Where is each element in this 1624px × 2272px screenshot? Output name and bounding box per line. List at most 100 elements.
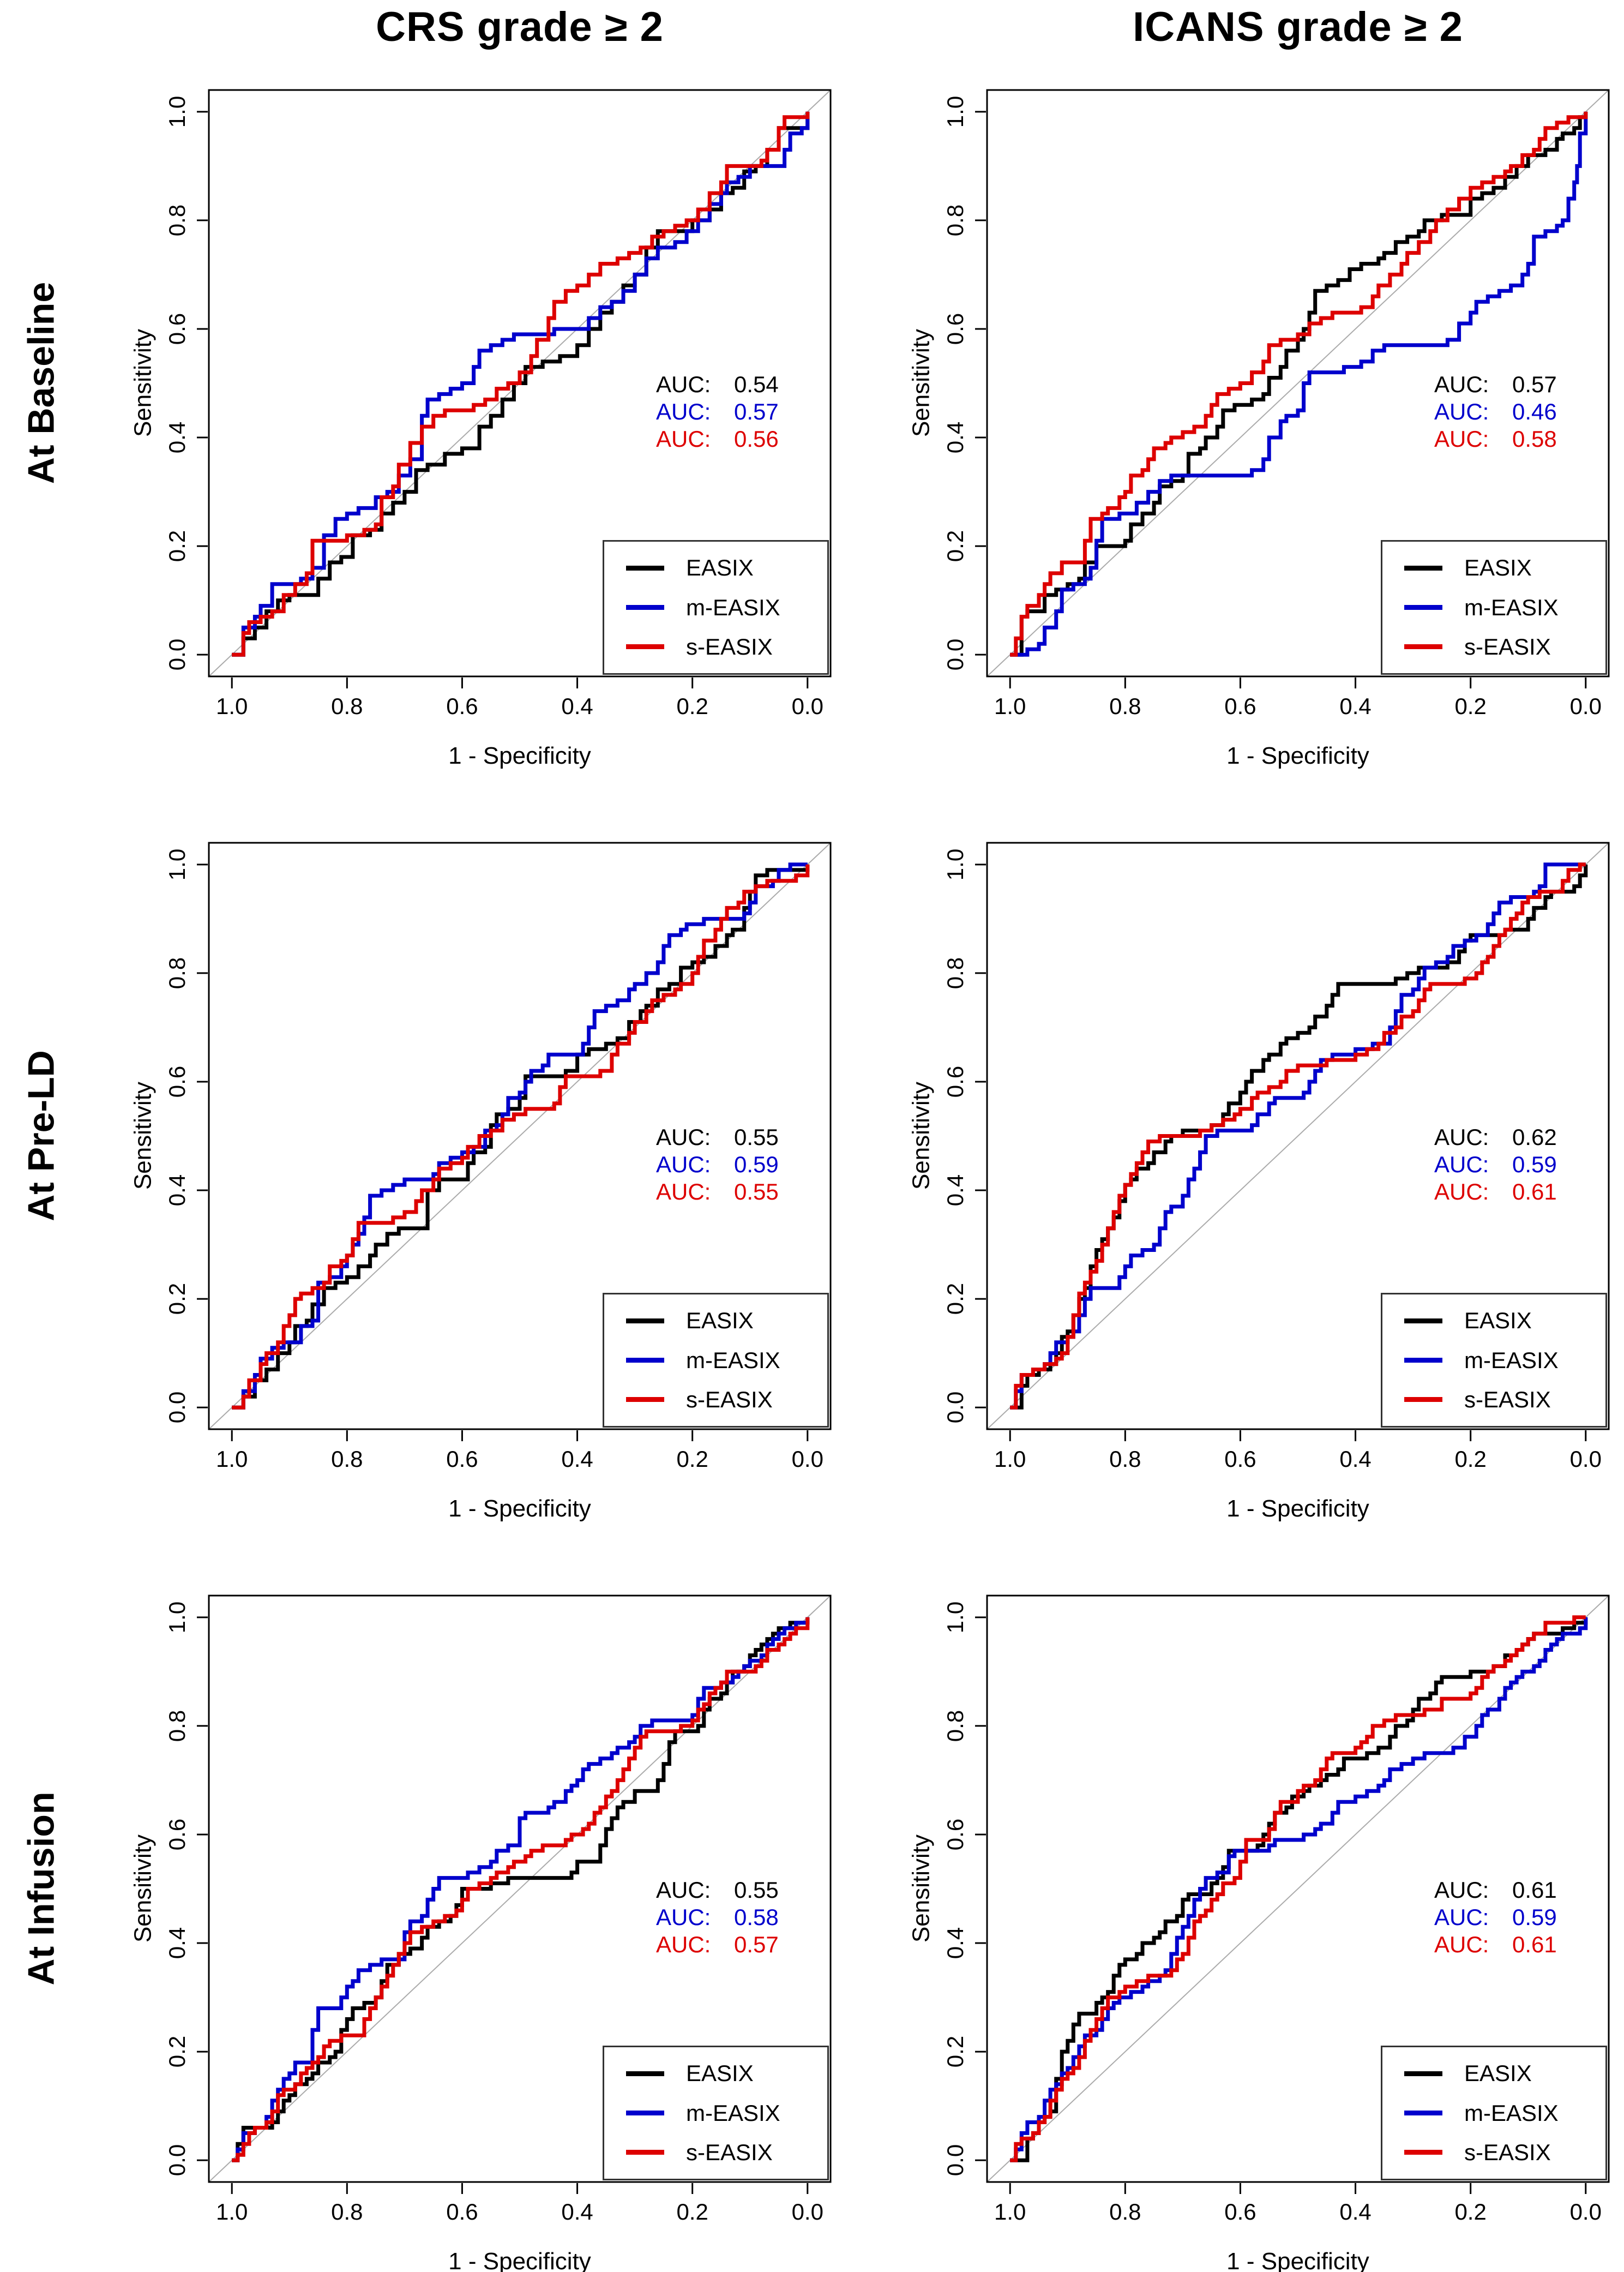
auc-value: 0.56 bbox=[734, 426, 779, 452]
auc-label: AUC: bbox=[656, 1932, 711, 1957]
auc-row-easix: AUC: 0.62 bbox=[1434, 1124, 1557, 1151]
auc-value: 0.55 bbox=[734, 1179, 779, 1204]
legend-item-label: m-EASIX bbox=[686, 2100, 780, 2126]
roc-curve-easix bbox=[232, 111, 810, 657]
legend-line-sample bbox=[626, 2150, 664, 2155]
x-tick-label: 0.2 bbox=[676, 1446, 708, 1472]
panel-baseline-icans: 1.0 0.0 0.8 0.2 0.6 0.4 0.4 0.6 0.2 0.8 0.0 1.0 1 - … bbox=[908, 89, 1610, 769]
x-tick-label: 1.0 bbox=[994, 693, 1026, 719]
panel-baseline-crs: 1.0 0.0 0.8 0.2 0.6 0.4 0.4 0.6 0.2 0.8 0.0 1.0 1 - … bbox=[130, 89, 832, 769]
legend: EASIX m-EASIX s-EASIX bbox=[1381, 2046, 1607, 2180]
legend-line-sample bbox=[1404, 1358, 1442, 1363]
legend-line-sample bbox=[1404, 644, 1442, 650]
legend-line-sample bbox=[1404, 1397, 1442, 1402]
x-tick-label: 0.2 bbox=[676, 693, 708, 719]
x-tick-label: 0.8 bbox=[1109, 1446, 1141, 1472]
legend-line-sample bbox=[1404, 605, 1442, 610]
auc-row-s-easix: AUC: 0.57 bbox=[656, 1931, 779, 1958]
legend-item-m-easix: m-EASIX bbox=[1404, 1347, 1605, 1374]
panel-infusion-icans: 1.0 0.0 0.8 0.2 0.6 0.4 0.4 0.6 0.2 0.8 0.0 1.0 1 - … bbox=[908, 1594, 1610, 2272]
legend-item-label: s-EASIX bbox=[1464, 633, 1551, 660]
auc-value: 0.59 bbox=[734, 1152, 779, 1177]
y-axis-label: Sensitivity bbox=[129, 1081, 157, 1190]
auc-annotations: AUC: 0.54 AUC: 0.57 AUC: 0.56 bbox=[656, 371, 779, 453]
y-tick-label: 0.8 bbox=[164, 957, 190, 990]
legend-line-sample bbox=[626, 1397, 664, 1402]
y-tick-label: 0.6 bbox=[942, 1065, 968, 1098]
row-label-preld: At Pre-LD bbox=[20, 1050, 62, 1221]
roc-plot-infusion-crs bbox=[197, 1594, 832, 2194]
legend-line-sample bbox=[626, 2071, 664, 2076]
legend-line-sample bbox=[1404, 565, 1442, 571]
y-tick-label: 1.0 bbox=[942, 1601, 968, 1634]
legend-item-easix: EASIX bbox=[626, 1308, 827, 1334]
auc-value: 0.55 bbox=[734, 1877, 779, 1903]
auc-row-m-easix: AUC: 0.46 bbox=[1434, 398, 1557, 425]
x-tick-label: 0.4 bbox=[561, 1446, 593, 1472]
plot-box bbox=[986, 1594, 1610, 2183]
legend-item-label: m-EASIX bbox=[686, 1347, 780, 1373]
legend-item-label: s-EASIX bbox=[686, 2139, 773, 2165]
auc-label: AUC: bbox=[1434, 399, 1489, 424]
y-tick-label: 0.6 bbox=[164, 1065, 190, 1098]
auc-value: 0.58 bbox=[734, 1904, 779, 1930]
panel-preld-icans: 1.0 0.0 0.8 0.2 0.6 0.4 0.4 0.6 0.2 0.8 0.0 1.0 1 - … bbox=[908, 842, 1610, 1522]
legend-item-label: EASIX bbox=[686, 1308, 754, 1334]
y-tick-label: 0.8 bbox=[164, 204, 190, 237]
y-axis-label: Sensitivity bbox=[907, 328, 935, 437]
y-tick-label: 0.8 bbox=[164, 1710, 190, 1742]
y-axis-label: Sensitivity bbox=[129, 328, 157, 437]
x-tick-label: 0.0 bbox=[1569, 1446, 1602, 1472]
legend-item-easix: EASIX bbox=[1404, 555, 1605, 581]
x-tick-label: 0.4 bbox=[1339, 1446, 1372, 1472]
x-tick-label: 0.8 bbox=[331, 693, 363, 719]
legend-item-s-easix: s-EASIX bbox=[626, 1387, 827, 1413]
diagonal-reference-line bbox=[987, 842, 1609, 1430]
x-axis-label: 1 - Specificity bbox=[1226, 1495, 1369, 1522]
legend-item-label: m-EASIX bbox=[1464, 2100, 1559, 2126]
roc-curve-s-easix bbox=[232, 864, 810, 1410]
auc-value: 0.46 bbox=[1512, 399, 1557, 424]
auc-label: AUC: bbox=[656, 1179, 711, 1204]
auc-row-easix: AUC: 0.61 bbox=[1434, 1877, 1557, 1904]
legend-line-sample bbox=[1404, 2150, 1442, 2155]
x-tick-label: 0.0 bbox=[791, 1446, 823, 1472]
auc-label: AUC: bbox=[656, 1877, 711, 1903]
auc-label: AUC: bbox=[1434, 1877, 1489, 1903]
auc-row-m-easix: AUC: 0.57 bbox=[656, 398, 779, 425]
auc-value: 0.55 bbox=[734, 1124, 779, 1150]
roc-plot-preld-icans bbox=[975, 842, 1610, 1441]
legend-line-sample bbox=[626, 1318, 664, 1323]
auc-value: 0.59 bbox=[1512, 1904, 1557, 1930]
auc-row-easix: AUC: 0.55 bbox=[656, 1877, 779, 1904]
legend-item-easix: EASIX bbox=[1404, 1308, 1605, 1334]
legend: EASIX m-EASIX s-EASIX bbox=[1381, 1293, 1607, 1428]
legend-item-label: s-EASIX bbox=[1464, 1386, 1551, 1412]
panel-infusion-crs: 1.0 0.0 0.8 0.2 0.6 0.4 0.4 0.6 0.2 0.8 0.0 1.0 1 - … bbox=[130, 1594, 832, 2272]
auc-label: AUC: bbox=[656, 399, 711, 424]
x-tick-label: 1.0 bbox=[994, 2199, 1026, 2225]
legend: EASIX m-EASIX s-EASIX bbox=[603, 1293, 829, 1428]
legend-item-m-easix: m-EASIX bbox=[1404, 2100, 1605, 2126]
plot-box bbox=[986, 89, 1610, 678]
roc-curve-s-easix bbox=[1010, 862, 1586, 1410]
x-tick-label: 0.4 bbox=[1339, 2199, 1372, 2225]
roc-curve-easix bbox=[1010, 111, 1588, 657]
auc-annotations: AUC: 0.62 AUC: 0.59 AUC: 0.61 bbox=[1434, 1124, 1557, 1206]
x-axis-label: 1 - Specificity bbox=[448, 742, 591, 769]
y-tick-label: 0.2 bbox=[164, 2035, 190, 2068]
auc-label: AUC: bbox=[1434, 1124, 1489, 1150]
auc-row-easix: AUC: 0.55 bbox=[656, 1124, 779, 1151]
legend-item-s-easix: s-EASIX bbox=[1404, 1387, 1605, 1413]
roc-plot-baseline-icans bbox=[975, 89, 1610, 688]
legend-item-label: s-EASIX bbox=[1464, 2139, 1551, 2165]
x-tick-label: 0.4 bbox=[561, 2199, 593, 2225]
roc-plot-infusion-icans bbox=[975, 1594, 1610, 2194]
x-tick-label: 0.2 bbox=[676, 2199, 708, 2225]
x-tick-label: 1.0 bbox=[216, 693, 248, 719]
legend-line-sample bbox=[626, 1358, 664, 1363]
auc-label: AUC: bbox=[656, 1904, 711, 1930]
y-tick-label: 0.0 bbox=[164, 2144, 190, 2177]
legend-item-easix: EASIX bbox=[1404, 2060, 1605, 2087]
